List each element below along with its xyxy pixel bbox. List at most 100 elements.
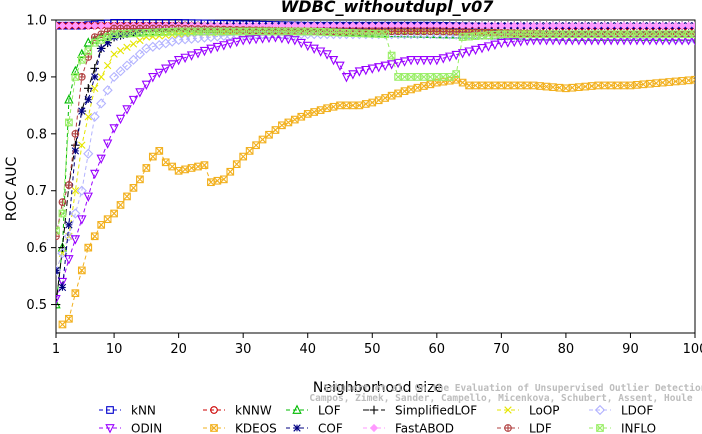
legend-marker-inflo xyxy=(596,424,604,432)
data-point-ldf xyxy=(420,27,428,36)
data-point-odin xyxy=(477,44,487,54)
data-point-odin xyxy=(283,35,294,45)
legend-marker-loop xyxy=(504,406,512,414)
y-axis-label: ROC AUC xyxy=(4,156,20,221)
data-point-ldf xyxy=(394,27,402,36)
data-point-fastabod xyxy=(626,21,635,30)
data-point-odin xyxy=(56,295,61,305)
x-tick-label: 90 xyxy=(622,342,639,357)
data-point-ldof xyxy=(96,98,107,109)
data-point-ldf xyxy=(387,27,396,36)
x-tick-label: 1 xyxy=(52,342,60,357)
y-tick-label: 0.7 xyxy=(26,184,47,199)
data-point-odin xyxy=(354,67,365,77)
data-point-odin xyxy=(161,64,171,74)
legend-marker-lof xyxy=(292,404,302,414)
data-point-lof xyxy=(83,37,93,47)
data-point-kdeos xyxy=(77,266,86,275)
data-point-kdeos xyxy=(252,141,260,150)
data-point-cof xyxy=(91,73,99,81)
data-point-kdeos xyxy=(245,147,254,155)
data-point-inflo xyxy=(691,30,695,39)
data-point-fastabod xyxy=(548,21,558,30)
data-point-lof xyxy=(77,48,87,58)
data-point-kdeos xyxy=(103,215,112,224)
legend-marker-odin xyxy=(105,424,115,434)
legend-label-odin: ODIN xyxy=(131,422,162,434)
x-tick-label: 40 xyxy=(299,342,316,357)
legend-marker-ldof xyxy=(594,404,606,416)
data-point-odin xyxy=(335,61,345,72)
data-point-inflo xyxy=(413,73,422,81)
data-point-odin xyxy=(173,55,184,66)
data-point-fastabod xyxy=(600,21,609,30)
data-point-odin xyxy=(367,64,377,74)
data-point-kdeos xyxy=(626,81,635,90)
data-point-inflo xyxy=(484,31,493,40)
data-point-ldf xyxy=(65,181,73,189)
data-point-loop xyxy=(97,73,105,81)
y-tick-label: 0.8 xyxy=(26,127,47,142)
data-point-kdeos xyxy=(110,209,118,218)
data-point-inflo xyxy=(58,209,67,218)
x-tick-label: 100 xyxy=(683,342,702,357)
data-point-odin xyxy=(154,68,164,79)
data-point-odin xyxy=(438,54,448,64)
data-point-fastabod xyxy=(568,21,577,30)
legend-label-cof: COF xyxy=(318,422,343,434)
data-point-odin xyxy=(509,37,519,48)
data-point-odin xyxy=(432,55,442,66)
data-point-kdeos xyxy=(58,320,67,329)
data-point-fastabod xyxy=(613,21,622,30)
data-point-fastabod xyxy=(542,21,551,30)
data-point-loop xyxy=(103,61,112,70)
data-point-fastabod xyxy=(684,21,693,30)
x-tick-label: 70 xyxy=(493,342,510,357)
data-point-ldof xyxy=(128,54,139,65)
data-point-odin xyxy=(102,139,113,149)
data-point-odin xyxy=(238,36,248,46)
data-point-odin xyxy=(348,70,358,80)
data-point-kdeos xyxy=(148,152,157,161)
data-point-loop xyxy=(71,187,80,195)
data-point-ldf xyxy=(56,232,60,241)
legend-label-ldf: LDF xyxy=(529,422,552,434)
x-tick-label: 80 xyxy=(558,342,575,357)
data-point-odin xyxy=(690,36,695,46)
data-point-kdeos xyxy=(645,79,654,88)
data-point-odin xyxy=(232,37,242,48)
data-point-kdeos xyxy=(310,108,319,116)
legend-marker-simplifiedlof xyxy=(369,405,379,415)
data-point-loop xyxy=(129,40,138,48)
data-point-odin xyxy=(328,55,339,66)
data-point-odin xyxy=(374,63,384,73)
data-point-odin xyxy=(77,215,87,225)
data-point-ldf xyxy=(445,27,454,36)
legend-marker-knnw xyxy=(210,406,218,414)
data-point-odin xyxy=(186,51,197,61)
data-point-loop xyxy=(110,50,118,58)
legend-label-knn: kNN xyxy=(131,404,156,418)
data-point-kdeos xyxy=(71,289,80,298)
data-point-loop xyxy=(91,84,99,92)
data-point-odin xyxy=(341,73,352,83)
data-point-fastabod xyxy=(594,21,603,30)
data-point-simplifiedlof xyxy=(90,64,100,73)
legend-marker-cof xyxy=(293,424,301,432)
data-point-kdeos xyxy=(200,161,209,169)
x-tick-label: 10 xyxy=(106,342,123,357)
data-point-odin xyxy=(251,34,261,45)
data-point-kdeos xyxy=(174,166,183,175)
data-point-fastabod xyxy=(632,21,641,30)
data-point-ldof xyxy=(109,71,120,82)
data-point-inflo xyxy=(77,55,86,64)
data-point-cof xyxy=(65,221,73,229)
legend-label-fastabod: FastABOD xyxy=(395,422,454,434)
x-tick-label: 20 xyxy=(170,342,187,357)
data-point-cof xyxy=(78,107,86,115)
data-point-kdeos xyxy=(510,81,519,90)
data-point-kdeos xyxy=(342,101,351,110)
data-point-kdeos xyxy=(297,112,306,121)
data-point-odin xyxy=(141,80,152,91)
